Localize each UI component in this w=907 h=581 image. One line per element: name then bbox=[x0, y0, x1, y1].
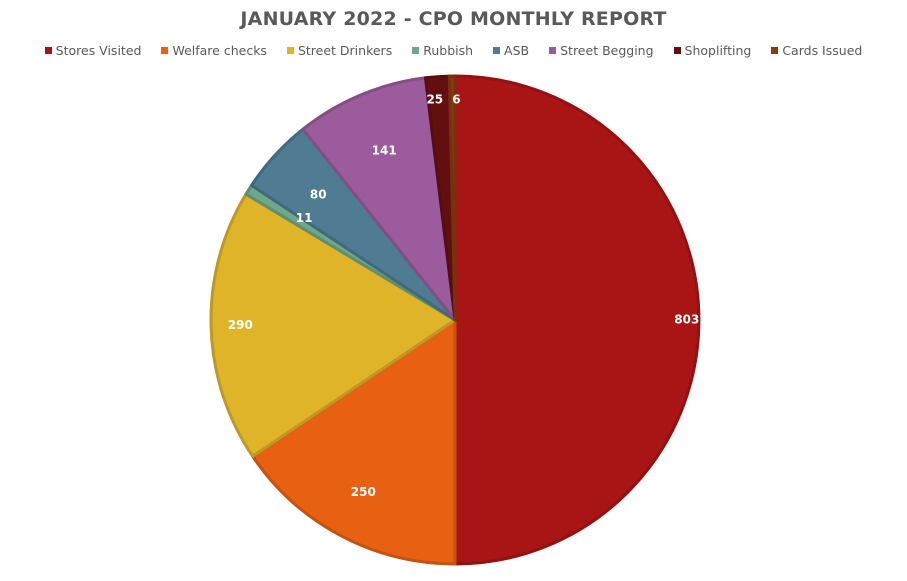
legend-item-rubbish: Rubbish bbox=[412, 43, 473, 58]
pie-slice-cards-issued bbox=[447, 74, 457, 322]
legend-swatch bbox=[44, 47, 52, 54]
data-label-stores-visited: 803 bbox=[674, 313, 699, 327]
legend-item-shoplifting: Shoplifting bbox=[673, 43, 752, 58]
pie-slice-stores-visited bbox=[453, 74, 701, 566]
data-label-welfare-checks: 250 bbox=[351, 485, 376, 499]
pie-labels: 803 250 290 11 80 141 25 6 bbox=[228, 93, 700, 499]
legend-item-street-begging: Street Begging bbox=[549, 43, 654, 58]
data-label-shoplifting: 25 bbox=[426, 93, 443, 107]
legend-swatch bbox=[771, 47, 779, 54]
legend-label: Cards Issued bbox=[782, 43, 863, 58]
legend-label: Street Begging bbox=[560, 43, 654, 58]
legend-item-welfare-checks: Welfare checks bbox=[161, 43, 267, 58]
legend-item-stores-visited: Stores Visited bbox=[44, 43, 142, 58]
legend-swatch bbox=[493, 47, 501, 54]
data-label-asb: 80 bbox=[310, 187, 327, 201]
pie-slice-welfare-checks bbox=[251, 318, 457, 566]
legend-item-asb: ASB bbox=[493, 43, 529, 58]
legend-label: Rubbish bbox=[423, 43, 474, 58]
data-label-cards-issued: 6 bbox=[452, 93, 460, 107]
legend-swatch bbox=[412, 47, 420, 54]
legend-label: Stores Visited bbox=[55, 43, 142, 58]
data-label-street-begging: 141 bbox=[372, 144, 397, 158]
pie-slice-street-begging bbox=[301, 76, 457, 322]
chart-title: JANUARY 2022 - CPO MONTHLY REPORT bbox=[240, 8, 667, 30]
legend-label: ASB bbox=[504, 43, 530, 58]
legend-swatch bbox=[549, 47, 557, 54]
legend: Stores Visited Welfare checks Street Drink… bbox=[0, 43, 907, 58]
legend-swatch bbox=[286, 47, 294, 54]
data-label-rubbish: 11 bbox=[296, 211, 313, 225]
pie-slice-street-drinkers bbox=[209, 192, 457, 458]
data-label-street-drinkers: 290 bbox=[228, 318, 253, 332]
legend-swatch bbox=[161, 47, 169, 54]
legend-label: Shoplifting bbox=[684, 43, 752, 58]
legend-item-cards-issued: Cards Issued bbox=[771, 43, 862, 58]
legend-label: Street Drinkers bbox=[297, 43, 393, 58]
legend-swatch bbox=[673, 47, 681, 54]
pie-slices bbox=[209, 74, 701, 566]
legend-item-street-drinkers: Street Drinkers bbox=[286, 43, 393, 58]
legend-label: Welfare checks bbox=[172, 43, 267, 58]
